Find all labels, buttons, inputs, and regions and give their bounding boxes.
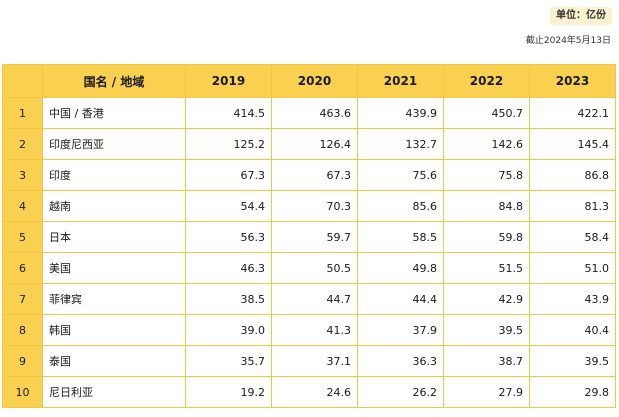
value-cell: 29.8: [529, 376, 616, 408]
value-cell: 85.6: [357, 190, 444, 222]
header-rank: [2, 64, 43, 98]
country-cell: 尼日利亚: [42, 376, 186, 408]
value-cell: 414.5: [185, 97, 272, 129]
country-cell: 泰国: [42, 345, 186, 377]
value-cell: 463.6: [271, 97, 358, 129]
table-row: 8 韩国 39.0 41.3 37.9 39.5 40.4: [2, 314, 616, 346]
table-row: 7 菲律宾 38.5 44.7 44.4 42.9 43.9: [2, 283, 616, 315]
rank-cell: 3: [2, 159, 43, 191]
table-row: 3 印度 67.3 67.3 75.6 75.8 86.8: [2, 159, 616, 191]
value-cell: 39.0: [185, 314, 272, 346]
value-cell: 439.9: [357, 97, 444, 129]
table-row: 5 日本 56.3 59.7 58.5 59.8 58.4: [2, 221, 616, 253]
value-cell: 49.8: [357, 252, 444, 284]
table-row: 4 越南 54.4 70.3 85.6 84.8 81.3: [2, 190, 616, 222]
value-cell: 42.9: [443, 283, 530, 315]
value-cell: 84.8: [443, 190, 530, 222]
rank-cell: 10: [2, 376, 43, 408]
value-cell: 132.7: [357, 128, 444, 160]
rank-cell: 6: [2, 252, 43, 284]
value-cell: 44.4: [357, 283, 444, 315]
rank-cell: 9: [2, 345, 43, 377]
country-cell: 印度: [42, 159, 186, 191]
value-cell: 38.5: [185, 283, 272, 315]
header-country: 国名 / 地域: [42, 64, 186, 98]
country-cell: 韩国: [42, 314, 186, 346]
rank-cell: 5: [2, 221, 43, 253]
value-cell: 67.3: [185, 159, 272, 191]
value-cell: 75.6: [357, 159, 444, 191]
country-cell: 菲律宾: [42, 283, 186, 315]
value-cell: 43.9: [529, 283, 616, 315]
value-cell: 24.6: [271, 376, 358, 408]
value-cell: 41.3: [271, 314, 358, 346]
value-cell: 125.2: [185, 128, 272, 160]
header-2019: 2019: [185, 64, 272, 98]
value-cell: 422.1: [529, 97, 616, 129]
value-cell: 59.7: [271, 221, 358, 253]
country-cell: 印度尼西亚: [42, 128, 186, 160]
header-2023: 2023: [529, 64, 616, 98]
value-cell: 142.6: [443, 128, 530, 160]
value-cell: 46.3: [185, 252, 272, 284]
value-cell: 39.5: [443, 314, 530, 346]
value-cell: 44.7: [271, 283, 358, 315]
table-header-row: 国名 / 地域 2019 2020 2021 2022 2023: [2, 64, 616, 98]
value-cell: 36.3: [357, 345, 444, 377]
table-row: 6 美国 46.3 50.5 49.8 51.5 51.0: [2, 252, 616, 284]
value-cell: 86.8: [529, 159, 616, 191]
value-cell: 38.7: [443, 345, 530, 377]
value-cell: 56.3: [185, 221, 272, 253]
value-cell: 145.4: [529, 128, 616, 160]
value-cell: 54.4: [185, 190, 272, 222]
ranking-table: 国名 / 地域 2019 2020 2021 2022 2023 1 中国 / 香…: [2, 64, 616, 408]
value-cell: 126.4: [271, 128, 358, 160]
value-cell: 59.8: [443, 221, 530, 253]
rank-cell: 8: [2, 314, 43, 346]
value-cell: 37.1: [271, 345, 358, 377]
value-cell: 75.8: [443, 159, 530, 191]
value-cell: 81.3: [529, 190, 616, 222]
country-cell: 美国: [42, 252, 186, 284]
value-cell: 51.0: [529, 252, 616, 284]
rank-cell: 4: [2, 190, 43, 222]
rank-cell: 2: [2, 128, 43, 160]
value-cell: 67.3: [271, 159, 358, 191]
value-cell: 40.4: [529, 314, 616, 346]
table-row: 2 印度尼西亚 125.2 126.4 132.7 142.6 145.4: [2, 128, 616, 160]
value-cell: 35.7: [185, 345, 272, 377]
header-2021: 2021: [357, 64, 444, 98]
value-cell: 450.7: [443, 97, 530, 129]
table-row: 10 尼日利亚 19.2 24.6 26.2 27.9 29.8: [2, 376, 616, 408]
value-cell: 70.3: [271, 190, 358, 222]
table-body: 1 中国 / 香港 414.5 463.6 439.9 450.7 422.1 2 印度尼西亚 1…: [2, 97, 616, 408]
country-cell: 中国 / 香港: [42, 97, 186, 129]
country-cell: 越南: [42, 190, 186, 222]
value-cell: 58.5: [357, 221, 444, 253]
value-cell: 51.5: [443, 252, 530, 284]
value-cell: 50.5: [271, 252, 358, 284]
table-row: 9 泰国 35.7 37.1 36.3 38.7 39.5: [2, 345, 616, 377]
header-2022: 2022: [443, 64, 530, 98]
rank-cell: 7: [2, 283, 43, 315]
value-cell: 27.9: [443, 376, 530, 408]
table-row: 1 中国 / 香港 414.5 463.6 439.9 450.7 422.1: [2, 97, 616, 129]
as-of-date: 截止2024年5月13日: [525, 36, 611, 46]
value-cell: 39.5: [529, 345, 616, 377]
value-cell: 19.2: [185, 376, 272, 408]
country-cell: 日本: [42, 221, 186, 253]
value-cell: 26.2: [357, 376, 444, 408]
rank-cell: 1: [2, 97, 43, 129]
value-cell: 58.4: [529, 221, 616, 253]
header-2020: 2020: [271, 64, 358, 98]
unit-badge: 单位：亿份: [550, 7, 612, 25]
value-cell: 37.9: [357, 314, 444, 346]
